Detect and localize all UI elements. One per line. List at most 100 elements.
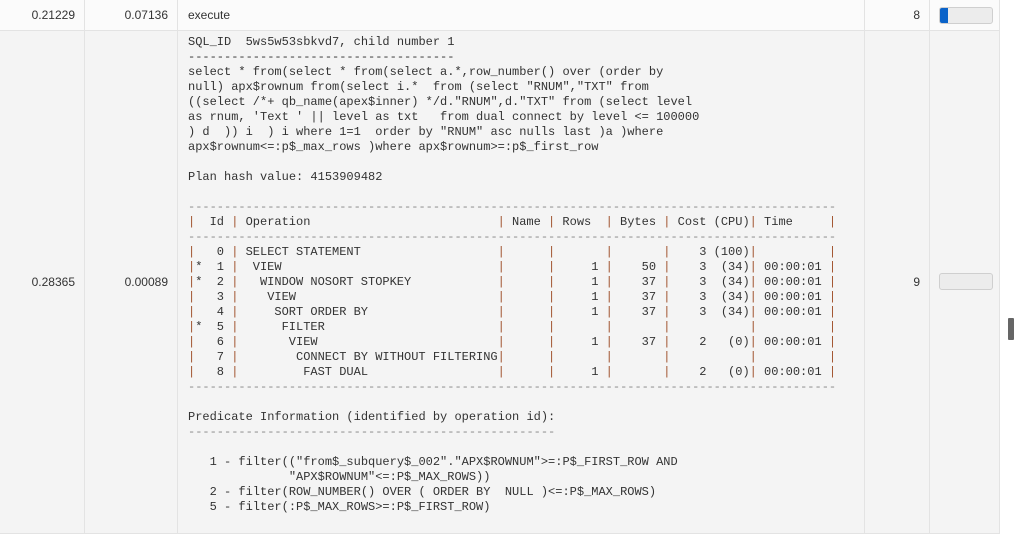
plan-cell: 8: [216, 365, 224, 379]
column-divider: |: [548, 245, 556, 259]
plan-cell: 2 (0): [699, 365, 750, 379]
plan-line: Plan hash value: 4153909482: [188, 170, 383, 184]
plan-cell: Name: [512, 215, 541, 229]
column-divider: |: [548, 365, 556, 379]
column-divider: |: [828, 275, 837, 289]
column-divider: |: [231, 290, 239, 304]
column-divider: |: [497, 365, 505, 379]
column-divider: |: [749, 260, 757, 274]
plan-cell: 5: [216, 320, 224, 334]
plan-cell: 6: [216, 335, 224, 349]
plan-cell: Cost (CPU): [677, 215, 750, 229]
plan-line: [188, 155, 836, 170]
column-divider: |: [231, 365, 239, 379]
column-divider: |: [749, 365, 757, 379]
column-divider: |: [828, 320, 837, 334]
column-divider: |: [231, 320, 239, 334]
plan-cell: *: [195, 260, 203, 274]
plan-cell: 4: [216, 305, 224, 319]
column-divider: |: [548, 215, 556, 229]
column-divider: |: [749, 215, 757, 229]
plan-cell: 37: [641, 305, 657, 319]
column-divider: |: [663, 290, 671, 304]
column-divider: |: [548, 290, 556, 304]
plan-line: [188, 395, 836, 410]
plan-cell: FAST DUAL: [303, 365, 369, 379]
column-divider: |: [497, 320, 505, 334]
plan-cell: 37: [641, 290, 657, 304]
separator-line: ----------------------------------------…: [188, 230, 837, 244]
plan-cell: VIEW: [267, 290, 296, 304]
plan-cell: 00:00:01: [764, 260, 822, 274]
plan-line: select * from(select * from(select a.*,r…: [188, 65, 664, 79]
plan-cell: 3 (34): [699, 290, 750, 304]
plan-table-row: | 0 | SELECT STATEMENT | | | | 3 (100)| |: [188, 245, 836, 260]
progress-cell: [930, 31, 1000, 533]
column-divider: |: [749, 305, 757, 319]
column-divider: |: [497, 275, 505, 289]
plan-cell: Operation: [245, 215, 311, 229]
plan-cell: *: [195, 275, 203, 289]
plan-line: ) d )) i ) i where 1=1 order by "RNUM" a…: [188, 125, 664, 139]
column-divider: |: [828, 365, 837, 379]
separator-line: ----------------------------------------…: [188, 425, 556, 439]
plan-cell: 00:00:01: [764, 290, 822, 304]
progress-fill: [940, 8, 948, 23]
plan-line: ((select /*+ qb_name(apex$inner) */d."RN…: [188, 95, 693, 109]
separator-line: ----------------------------------------…: [188, 200, 837, 214]
plan-cell: VIEW: [252, 260, 282, 274]
column-divider: |: [828, 245, 837, 259]
elapsed-value: 0.28365: [0, 31, 85, 533]
column-divider: |: [605, 215, 613, 229]
plan-cell: WINDOW NOSORT STOPKEY: [259, 275, 412, 289]
plan-table-row: | 8 | FAST DUAL | | 1 | | 2 (0)| 00:00:01 |: [188, 365, 836, 380]
column-divider: |: [188, 320, 196, 334]
plan-cell: SELECT STATEMENT: [245, 245, 361, 259]
column-divider: |: [749, 275, 757, 289]
column-divider: |: [548, 320, 556, 334]
column-divider: |: [497, 350, 505, 364]
column-divider: |: [188, 290, 196, 304]
column-divider: |: [605, 335, 613, 349]
column-divider: |: [188, 350, 196, 364]
column-divider: |: [663, 215, 671, 229]
plan-cell: Id: [209, 215, 224, 229]
plan-table-row: | 3 | VIEW | | 1 | 37 | 3 (34)| 00:00:01 |: [188, 290, 836, 305]
plan-line: [188, 185, 836, 200]
plan-cell: 1: [591, 305, 599, 319]
scrollbar-handle[interactable]: [1008, 318, 1014, 340]
plan-cell: VIEW: [288, 335, 318, 349]
column-divider: |: [231, 275, 239, 289]
predicate-line: "APX$ROWNUM"<=:P$_MAX_ROWS)): [188, 470, 491, 484]
column-divider: |: [828, 335, 837, 349]
plan-cell: 1: [591, 365, 599, 379]
plan-cell: 0: [216, 245, 224, 259]
plan-cell: 1: [591, 290, 599, 304]
plan-cell: 2: [216, 275, 224, 289]
column-divider: |: [605, 365, 613, 379]
plan-table-row: | Id | Operation | Name | Rows | Bytes | Cost (…: [188, 215, 836, 230]
column-divider: |: [828, 305, 837, 319]
column-divider: |: [828, 290, 837, 304]
plan-cell: 37: [641, 335, 657, 349]
plan-cell: 1: [591, 335, 599, 349]
plan-cell: 3 (34): [699, 305, 750, 319]
plan-table-row: | 4 | SORT ORDER BY | | 1 | 37 | 3 (34)| 00:00:…: [188, 305, 836, 320]
column-divider: |: [749, 245, 757, 259]
plan-cell: 00:00:01: [764, 365, 822, 379]
plan-cell: FILTER: [281, 320, 325, 334]
column-divider: |: [497, 335, 505, 349]
column-divider: |: [663, 335, 671, 349]
column-divider: |: [605, 305, 613, 319]
delta-value: 0.07136: [85, 0, 178, 30]
plan-cell: Bytes: [620, 215, 657, 229]
column-divider: |: [605, 320, 613, 334]
plan-line: null) apx$rownum from(select i.* from (s…: [188, 80, 649, 94]
column-divider: |: [605, 290, 613, 304]
plan-cell: SORT ORDER BY: [274, 305, 369, 319]
plan-line: SQL_ID 5ws5w53sbkvd7, child number 1: [188, 35, 455, 49]
column-divider: |: [188, 305, 196, 319]
column-divider: |: [749, 335, 757, 349]
plan-line: apx$rownum<=:p$_max_rows )where apx$rown…: [188, 140, 599, 154]
row-count: 9: [865, 31, 930, 533]
